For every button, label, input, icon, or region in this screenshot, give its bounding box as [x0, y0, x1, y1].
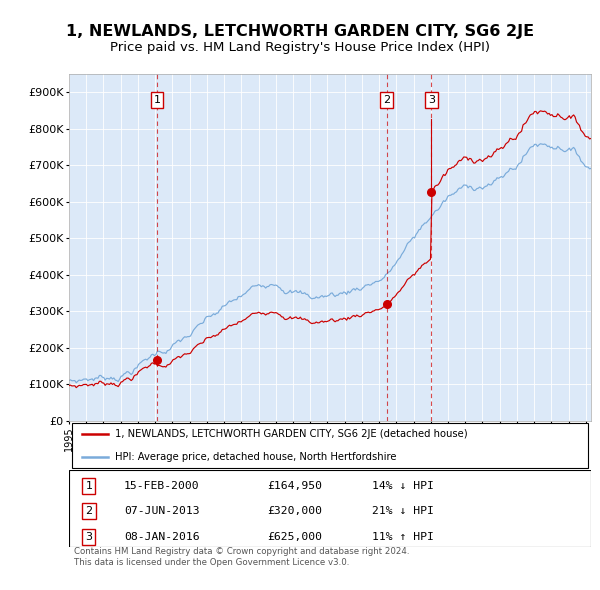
Text: 11% ↑ HPI: 11% ↑ HPI: [372, 532, 434, 542]
Text: 2: 2: [383, 95, 390, 105]
FancyBboxPatch shape: [71, 422, 589, 468]
Text: 08-JAN-2016: 08-JAN-2016: [124, 532, 199, 542]
Text: 21% ↓ HPI: 21% ↓ HPI: [372, 506, 434, 516]
Text: 3: 3: [428, 95, 435, 105]
Text: 1: 1: [85, 481, 92, 491]
Text: Contains HM Land Registry data © Crown copyright and database right 2024.
This d: Contains HM Land Registry data © Crown c…: [74, 548, 410, 567]
Text: HPI: Average price, detached house, North Hertfordshire: HPI: Average price, detached house, Nort…: [115, 452, 397, 462]
Text: £164,950: £164,950: [268, 481, 322, 491]
Text: 14% ↓ HPI: 14% ↓ HPI: [372, 481, 434, 491]
Text: 2: 2: [85, 506, 92, 516]
Text: £625,000: £625,000: [268, 532, 322, 542]
Text: £320,000: £320,000: [268, 506, 322, 516]
Text: 1, NEWLANDS, LETCHWORTH GARDEN CITY, SG6 2JE (detached house): 1, NEWLANDS, LETCHWORTH GARDEN CITY, SG6…: [115, 429, 467, 439]
Text: 15-FEB-2000: 15-FEB-2000: [124, 481, 199, 491]
Text: 07-JUN-2013: 07-JUN-2013: [124, 506, 199, 516]
FancyBboxPatch shape: [69, 470, 591, 548]
Text: 3: 3: [85, 532, 92, 542]
Text: 1, NEWLANDS, LETCHWORTH GARDEN CITY, SG6 2JE: 1, NEWLANDS, LETCHWORTH GARDEN CITY, SG6…: [66, 24, 534, 38]
Text: 1: 1: [154, 95, 161, 105]
Text: Price paid vs. HM Land Registry's House Price Index (HPI): Price paid vs. HM Land Registry's House …: [110, 41, 490, 54]
